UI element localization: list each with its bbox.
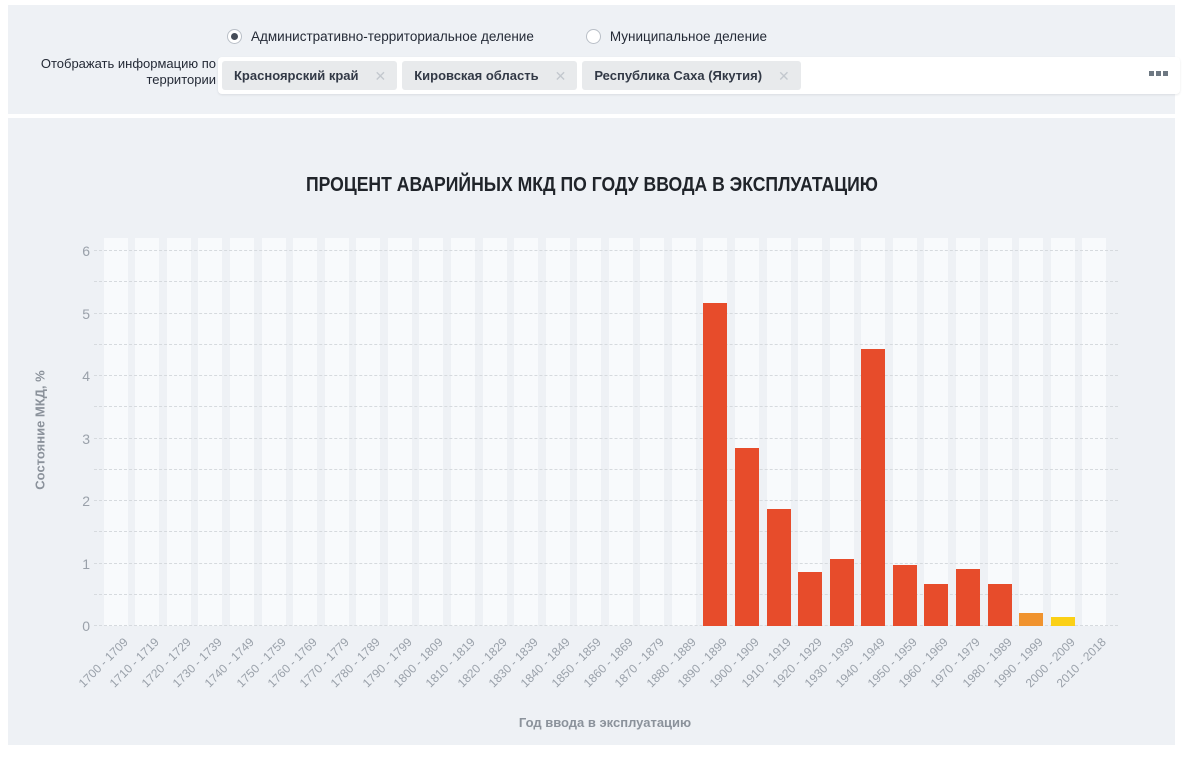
column-stripe <box>293 238 318 626</box>
territory-chips: Красноярский край ✕ Кировская область ✕ … <box>222 61 801 90</box>
y-tick-label: 4 <box>82 368 90 384</box>
territory-chip: Красноярский край ✕ <box>222 61 398 90</box>
y-tick-label: 0 <box>82 618 90 634</box>
column-stripe <box>924 238 949 626</box>
y-tick-label: 6 <box>82 243 90 259</box>
bar[interactable] <box>924 583 949 626</box>
column-stripe <box>1082 238 1107 626</box>
chart-title: ПРОЦЕНТ АВАРИЙНЫХ МКД ПО ГОДУ ВВОДА В ЭК… <box>8 174 1175 197</box>
bar[interactable] <box>892 565 917 626</box>
bar[interactable] <box>1050 617 1075 626</box>
column-stripe <box>671 238 696 626</box>
bar[interactable] <box>829 558 854 626</box>
remove-chip-icon[interactable]: ✕ <box>554 67 567 84</box>
column-stripe <box>261 238 286 626</box>
column-stripe <box>577 238 602 626</box>
column-stripe <box>1019 238 1044 626</box>
more-options-icon[interactable] <box>1149 71 1168 76</box>
plot-area: 0 1 2 3 4 5 6 1700 - 1709 1710 - 1719 1720 - 1729… <box>75 238 1118 690</box>
grid-line <box>94 468 1118 470</box>
territory-chip: Республика Саха (Якутия) ✕ <box>582 61 801 90</box>
column-stripe <box>1050 238 1075 626</box>
more-options-square <box>1156 71 1161 76</box>
territory-filter-label-line1: Отображать информацию по <box>40 56 216 71</box>
remove-chip-icon[interactable]: ✕ <box>778 67 790 84</box>
column-stripe <box>166 238 191 626</box>
column-stripe <box>798 238 823 626</box>
bar[interactable] <box>1019 612 1044 626</box>
column-stripe <box>987 238 1012 626</box>
column-stripe <box>135 238 160 626</box>
bar[interactable] <box>987 583 1012 626</box>
y-tick-label: 3 <box>82 430 90 447</box>
chart-title-text: ПРОЦЕНТ АВАРИЙНЫХ МКД ПО ГОДУ ВВОДА В ЭК… <box>305 174 878 196</box>
column-stripe <box>640 238 665 626</box>
grid-line <box>94 281 1118 283</box>
column-stripe <box>545 238 570 626</box>
y-axis-title: Состояние МКД, % <box>32 370 48 490</box>
division-type-radio-group: Административно-территориальное деление … <box>227 29 767 44</box>
more-options-square <box>1163 71 1168 76</box>
bar[interactable] <box>766 508 791 626</box>
column-stripe <box>419 238 444 626</box>
column-stripe <box>230 238 255 626</box>
grid-line <box>94 312 1118 314</box>
territory-filter-label-line2: территории <box>146 72 216 87</box>
y-tick-label: 1 <box>82 555 90 572</box>
grid-line <box>94 406 1118 408</box>
territory-multiselect-input[interactable]: Красноярский край ✕ Кировская область ✕ … <box>218 57 1180 94</box>
chart-card: ПРОЦЕНТ АВАРИЙНЫХ МКД ПО ГОДУ ВВОДА В ЭК… <box>8 118 1175 745</box>
column-stripe <box>103 238 128 626</box>
radio-option-municipal-division[interactable]: Муниципальное деление <box>585 29 768 44</box>
bar[interactable] <box>955 569 980 626</box>
territory-chip-label: Кировская область <box>414 68 539 83</box>
bar[interactable] <box>703 302 728 626</box>
territory-filter-panel: Административно-территориальное деление … <box>8 5 1180 114</box>
grid-line <box>94 375 1118 376</box>
column-stripe <box>450 238 475 626</box>
column-stripe <box>514 238 539 626</box>
grid-line <box>94 250 1118 251</box>
bar[interactable] <box>735 447 760 626</box>
y-tick-label: 5 <box>82 305 90 322</box>
radio-option-administrative-division[interactable]: Административно-территориальное деление <box>227 29 534 44</box>
radio-label: Административно-территориальное деление <box>251 29 534 44</box>
column-stripe <box>955 238 980 626</box>
bar[interactable] <box>798 572 823 626</box>
grid-line <box>94 531 1118 533</box>
radio-label: Муниципальное деление <box>609 29 768 44</box>
territory-filter-label: Отображать информацию по территории <box>30 56 216 88</box>
column-stripe <box>198 238 223 626</box>
column-stripe <box>356 238 381 626</box>
grid-line <box>94 562 1118 564</box>
bar[interactable] <box>861 349 886 626</box>
column-stripe <box>387 238 412 626</box>
grid-line <box>94 593 1118 595</box>
radio-selected-icon[interactable] <box>227 29 242 44</box>
radio-unselected-icon[interactable] <box>585 29 601 44</box>
grid-line <box>94 343 1118 345</box>
column-stripe <box>324 238 349 626</box>
grid-line <box>94 625 1118 626</box>
territory-chip-label: Республика Саха (Якутия) <box>594 68 763 83</box>
y-tick-label: 2 <box>82 493 90 509</box>
column-stripe <box>892 238 917 626</box>
more-options-square <box>1149 71 1154 76</box>
grid-line <box>94 500 1118 501</box>
remove-chip-icon[interactable]: ✕ <box>374 67 387 84</box>
territory-chip-label: Красноярский край <box>234 68 359 83</box>
column-stripe <box>608 238 633 626</box>
x-axis-title: Год ввода в эксплуатацию <box>518 715 692 730</box>
territory-chip: Кировская область ✕ <box>402 61 578 90</box>
column-stripe <box>482 238 507 626</box>
grid-line <box>94 437 1118 439</box>
